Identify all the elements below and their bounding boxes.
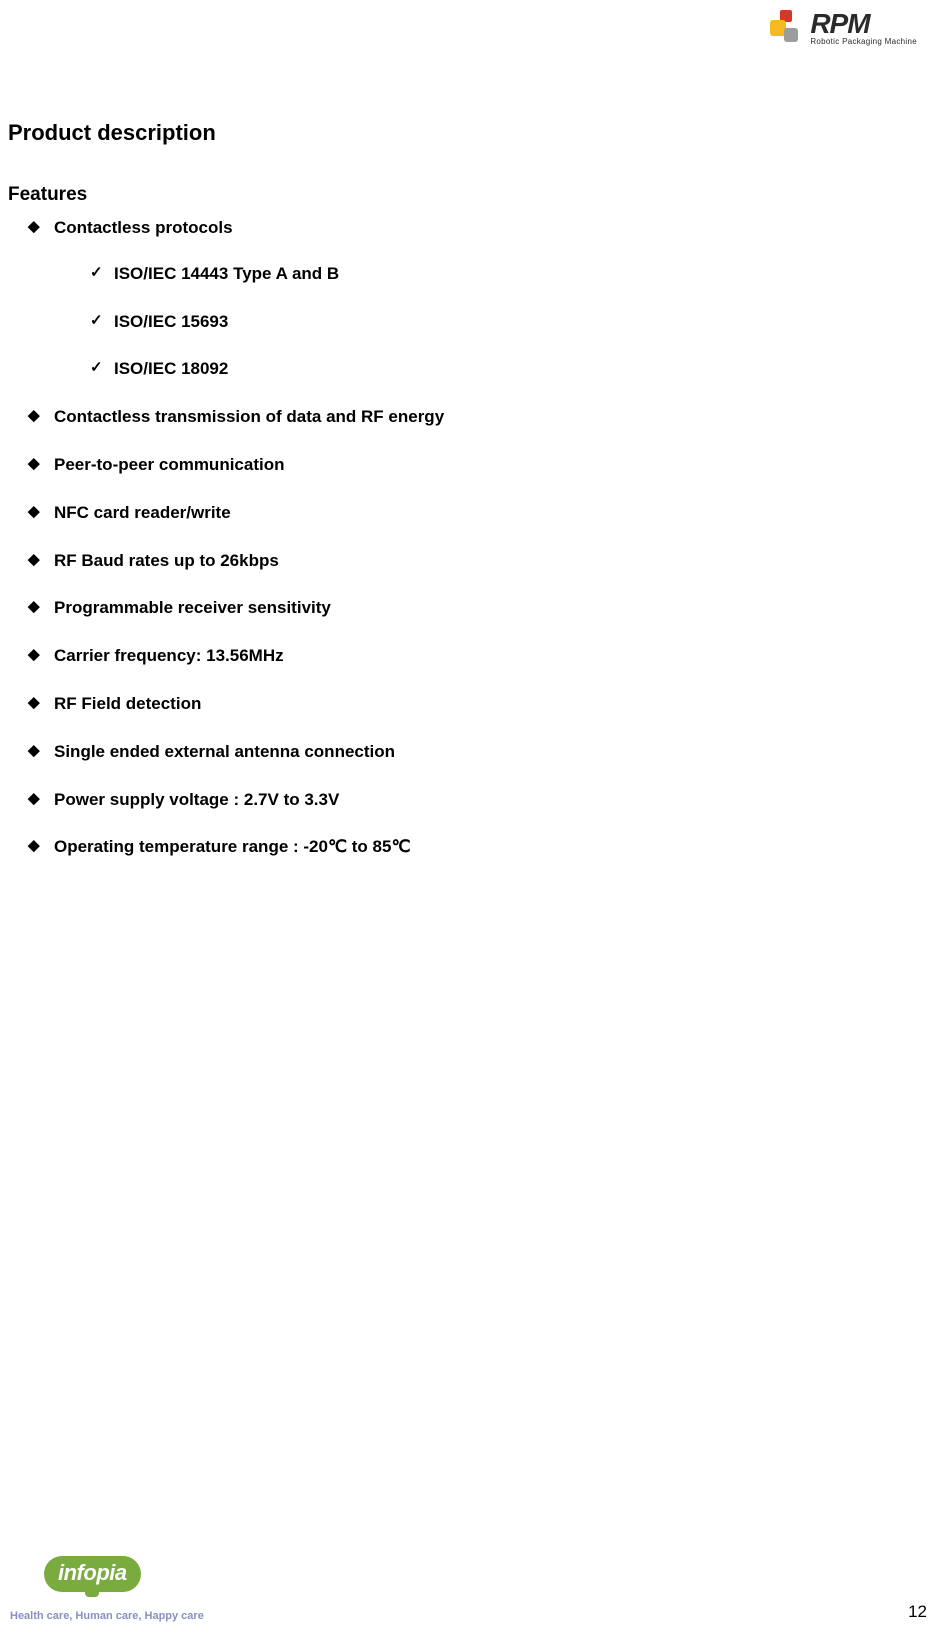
feature-item: Single ended external antenna connection: [54, 740, 929, 764]
rpm-logo-text: RPM Robotic Packaging Machine: [810, 10, 917, 46]
protocol-item: ISO/IEC 18092: [114, 357, 929, 381]
protocol-item: ISO/IEC 14443 Type A and B: [114, 262, 929, 286]
logo-main-text: RPM: [810, 10, 917, 38]
rpm-logo-icon: [764, 8, 804, 48]
infopia-tab-icon: [85, 1590, 99, 1597]
footer: infopia Health care, Human care, Happy c…: [0, 1544, 937, 1634]
logo-sub-text: Robotic Packaging Machine: [810, 38, 917, 46]
feature-item: Operating temperature range : -20℃ to 85…: [54, 835, 929, 859]
feature-item: NFC card reader/write: [54, 501, 929, 525]
features-list: Contactless protocols ISO/IEC 14443 Type…: [8, 216, 929, 859]
feature-item: Peer-to-peer communication: [54, 453, 929, 477]
feature-item: RF Baud rates up to 26kbps: [54, 549, 929, 573]
infopia-text: infopia: [58, 1560, 127, 1585]
content-area: Product description Features Contactless…: [0, 120, 937, 883]
infopia-pill: infopia: [44, 1556, 141, 1592]
feature-item: Programmable receiver sensitivity: [54, 596, 929, 620]
page-title: Product description: [8, 120, 929, 146]
infopia-logo: infopia: [44, 1556, 141, 1592]
features-heading: Features: [8, 184, 929, 206]
page-number: 12: [908, 1602, 927, 1622]
feature-label: Contactless protocols: [54, 218, 233, 237]
feature-item: Contactless protocols ISO/IEC 14443 Type…: [54, 216, 929, 381]
feature-item: RF Field detection: [54, 692, 929, 716]
feature-item: Carrier frequency: 13.56MHz: [54, 644, 929, 668]
header-logo: RPM Robotic Packaging Machine: [764, 8, 917, 48]
protocols-sublist: ISO/IEC 14443 Type A and B ISO/IEC 15693…: [54, 262, 929, 381]
protocol-item: ISO/IEC 15693: [114, 310, 929, 334]
footer-tagline: Health care, Human care, Happy care: [10, 1610, 204, 1622]
feature-item: Power supply voltage : 2.7V to 3.3V: [54, 788, 929, 812]
feature-item: Contactless transmission of data and RF …: [54, 405, 929, 429]
